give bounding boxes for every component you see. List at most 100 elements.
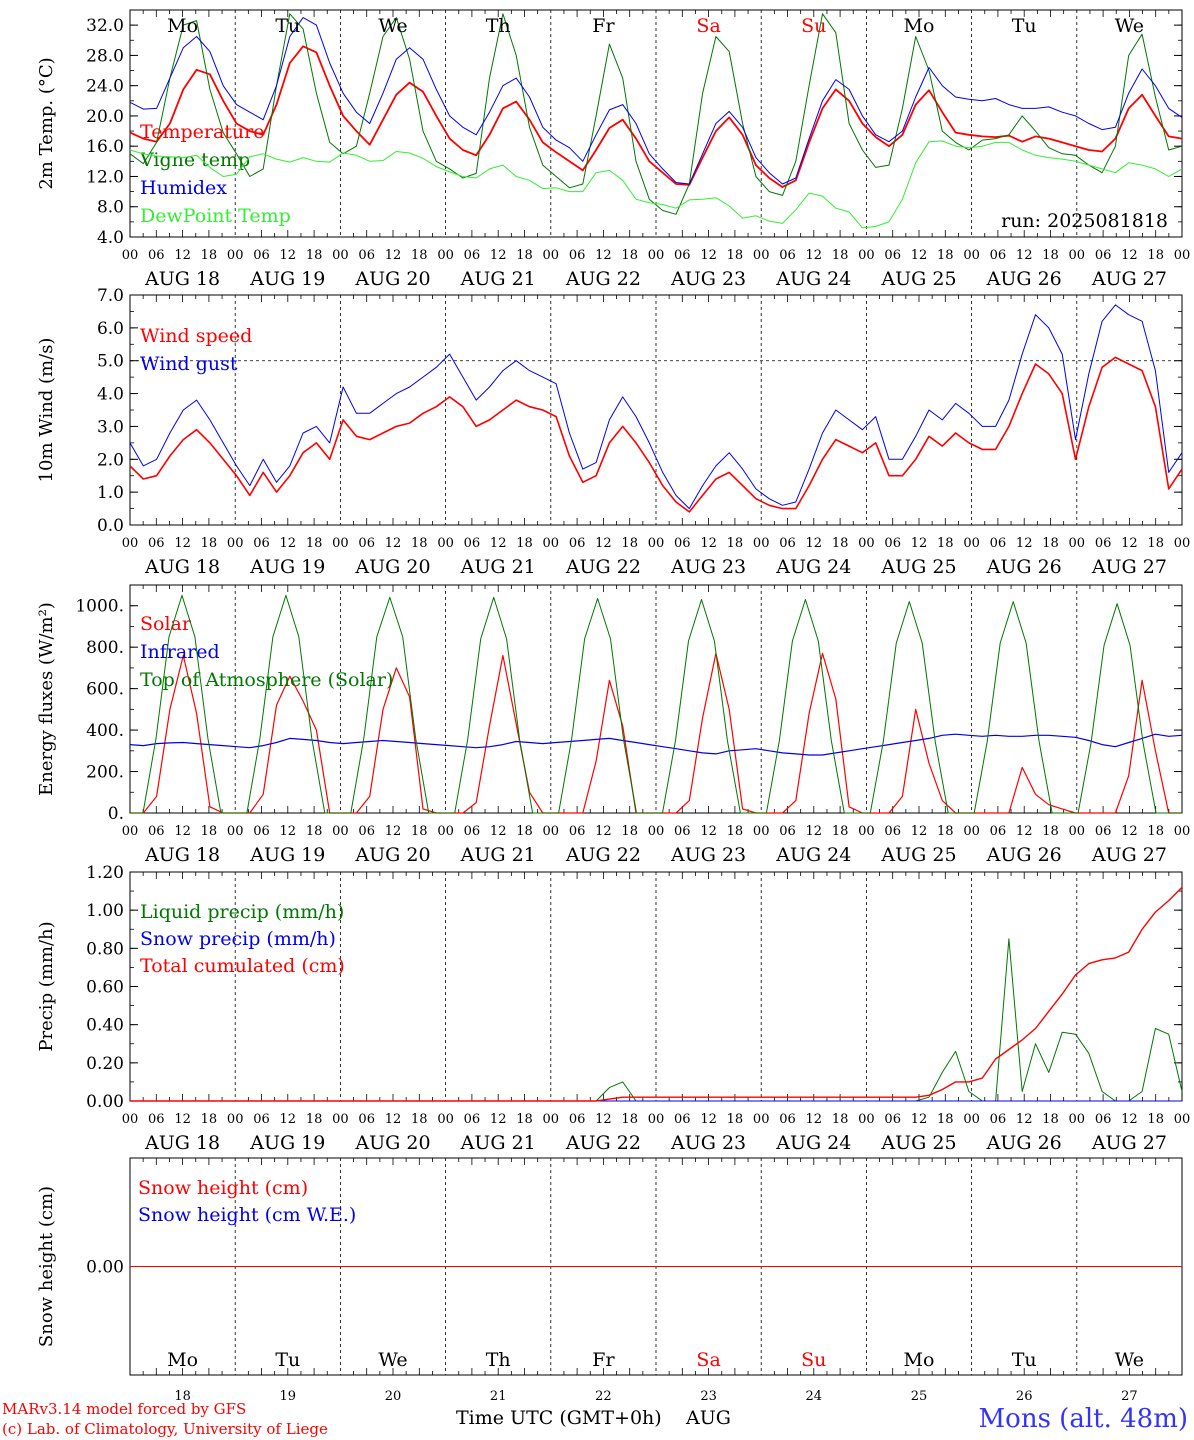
- hour-label: 12: [1121, 1112, 1138, 1127]
- y-tick-label: 0.20: [86, 1054, 124, 1074]
- hour-label: 18: [832, 1112, 849, 1127]
- legend-entry: Snow height (cm W.E.): [138, 1204, 356, 1226]
- hour-label: 12: [595, 1112, 612, 1127]
- hour-label: 06: [358, 824, 375, 839]
- hour-label: 18: [937, 536, 954, 551]
- hour-label: 00: [332, 1112, 349, 1127]
- day-number-label: 18: [174, 1389, 191, 1404]
- hour-label: 06: [1095, 248, 1112, 263]
- weekday-label: Sa: [696, 15, 720, 37]
- hour-label: 12: [700, 1112, 717, 1127]
- hour-label: 06: [1095, 824, 1112, 839]
- y-tick-label: 0.60: [86, 978, 124, 998]
- hour-label: 00: [963, 536, 980, 551]
- y-tick-label: 0.40: [86, 1016, 124, 1036]
- day-number-label: 24: [806, 1389, 823, 1404]
- hour-label: 06: [253, 248, 270, 263]
- location-label: Mons (alt. 48m): [979, 1404, 1188, 1434]
- hour-label: 06: [569, 248, 586, 263]
- hour-label: 18: [306, 824, 323, 839]
- series-line: [129, 733, 1183, 756]
- date-label: AUG 18: [144, 556, 220, 578]
- weekday-label: Th: [486, 1349, 511, 1371]
- weekday-label: We: [378, 15, 407, 37]
- y-axis-label: Precip (mm/h): [36, 921, 57, 1051]
- panel-wind: 0.0 1.0 2.0 3.0 4.0 5.0 6.0 7.0 10m Wind (m/s) Wi…: [36, 286, 1190, 578]
- legend-entry: Total cumulated (cm): [140, 955, 345, 977]
- hour-label: 12: [280, 536, 297, 551]
- date-label: AUG 21: [460, 1132, 536, 1154]
- y-tick-label: 1000.: [75, 597, 124, 617]
- y-tick-label: 0.00: [86, 1092, 124, 1112]
- hour-label: 18: [1147, 536, 1164, 551]
- hour-label: 06: [358, 536, 375, 551]
- weekday-label: Fr: [592, 15, 615, 37]
- y-tick-label: 1.20: [86, 863, 124, 883]
- hour-label: 12: [1121, 824, 1138, 839]
- hour-label: 00: [1069, 248, 1086, 263]
- hour-label: 12: [595, 248, 612, 263]
- y-tick-label: 5.0: [97, 352, 124, 372]
- day-number-label: 19: [280, 1389, 297, 1404]
- legend-entry: Solar: [140, 613, 192, 635]
- hour-label: 18: [832, 248, 849, 263]
- weekday-label: Mo: [167, 15, 198, 37]
- hour-label: 18: [937, 1112, 954, 1127]
- hour-label: 12: [385, 1112, 402, 1127]
- hour-label: 12: [1121, 536, 1138, 551]
- hour-label: 06: [674, 536, 691, 551]
- hour-label: 12: [911, 824, 928, 839]
- y-tick-label: 16.0: [86, 137, 124, 157]
- weekday-label: We: [1115, 1349, 1144, 1371]
- hour-label: 00: [227, 1112, 244, 1127]
- series-line: [130, 594, 1182, 814]
- hour-label: 18: [1042, 536, 1059, 551]
- day-number-label: 20: [385, 1389, 402, 1404]
- y-tick-label: 3.0: [97, 417, 124, 437]
- hour-label: 18: [411, 248, 428, 263]
- y-tick-label: 2.0: [97, 450, 124, 470]
- hour-label: 06: [1095, 1112, 1112, 1127]
- date-label: AUG 20: [354, 556, 430, 578]
- date-label: AUG 19: [249, 556, 325, 578]
- legend-entry: Snow height (cm): [138, 1177, 308, 1199]
- weekday-label: We: [1115, 15, 1144, 37]
- date-label: AUG 22: [565, 844, 641, 866]
- hour-label: 00: [122, 536, 139, 551]
- weekday-label: We: [378, 1349, 407, 1371]
- hour-label: 12: [700, 536, 717, 551]
- x-axis-title: Time UTC (GMT+0h): [456, 1407, 662, 1429]
- hour-label: 00: [543, 824, 560, 839]
- hour-label: 00: [1174, 824, 1191, 839]
- hour-label: 12: [806, 248, 823, 263]
- hour-label: 12: [174, 536, 191, 551]
- y-tick-label: 1.00: [86, 901, 124, 921]
- hour-label: 06: [779, 824, 796, 839]
- y-tick-label: 20.0: [86, 107, 124, 127]
- hour-label: 00: [963, 1112, 980, 1127]
- hour-label: 06: [148, 824, 165, 839]
- weekday-label: Mo: [904, 1349, 935, 1371]
- run-label: run: 2025081818: [1001, 210, 1168, 232]
- hour-label: 00: [648, 1112, 665, 1127]
- date-label: AUG 19: [249, 844, 325, 866]
- legend-entry: Vigne temp: [139, 149, 250, 171]
- hour-label: 12: [911, 1112, 928, 1127]
- hour-label: 18: [727, 248, 744, 263]
- legend-entry: Wind speed: [140, 325, 252, 347]
- date-label: AUG 20: [354, 268, 430, 290]
- hour-label: 06: [464, 824, 481, 839]
- hour-label: 00: [437, 248, 454, 263]
- y-tick-label: 8.0: [97, 198, 124, 218]
- legend-entry: Liquid precip (mm/h): [140, 901, 344, 923]
- y-tick-label: 0.00: [86, 1258, 124, 1278]
- date-label: AUG 23: [670, 1132, 746, 1154]
- date-label: AUG 25: [880, 556, 956, 578]
- date-label: AUG 26: [986, 1132, 1062, 1154]
- hour-label: 00: [1069, 1112, 1086, 1127]
- hour-label: 00: [753, 248, 770, 263]
- hour-label: 18: [832, 536, 849, 551]
- date-label: AUG 26: [986, 268, 1062, 290]
- hour-label: 00: [332, 536, 349, 551]
- legend-entry: Temperature: [140, 121, 264, 143]
